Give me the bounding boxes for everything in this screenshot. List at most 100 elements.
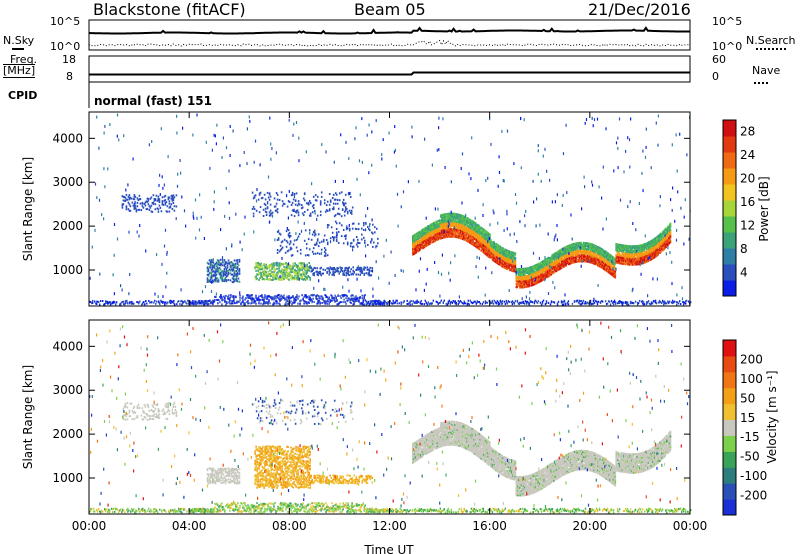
range-cell [474,225,476,227]
range-cell [474,232,476,235]
range-cell [234,266,237,269]
range-cell [361,233,363,236]
range-cell [550,270,553,273]
range-cell [210,268,213,271]
range-cell [412,243,415,246]
range-cell [419,233,422,236]
range-cell [304,300,306,303]
range-cell [228,301,230,304]
range-cell [460,218,462,221]
range-cell [446,234,448,237]
range-cell [526,268,528,271]
range-cell [467,240,469,243]
range-cell [479,227,482,230]
range-cell [378,299,380,302]
range-cell [535,280,538,283]
range-cell [483,236,485,239]
range-cell [173,300,175,302]
range-cell [501,248,503,251]
range-cell [571,251,574,254]
range-cell [455,216,457,219]
range-cell [460,225,462,228]
range-cell [367,244,369,246]
range-cell [416,244,418,247]
range-cell [450,228,453,230]
range-cell [296,266,298,269]
range-cell [447,215,449,218]
range-cell [476,233,479,236]
range-cell [329,266,331,269]
range-cell [607,257,610,260]
range-cell [484,250,487,252]
range-cell [478,226,481,229]
range-cell [436,220,439,223]
range-cell [381,303,383,306]
range-cell [332,236,335,239]
range-cell [471,235,474,238]
range-cell [595,257,597,260]
range-cell [495,253,497,256]
range-cell [501,256,503,259]
range-cell [450,224,453,227]
range-cell [535,271,538,274]
range-cell [158,198,161,201]
range-cell [306,271,308,274]
range-cell [362,268,365,271]
range-cell [577,260,580,263]
range-cell [521,277,524,280]
range-cell [248,296,250,299]
range-cell [150,196,153,199]
range-cell [588,248,590,251]
range-cell [523,270,525,273]
range-cell [217,271,220,274]
range-cell [602,250,604,253]
range-cell [529,300,532,303]
range-cell [614,276,617,279]
range-cell [295,277,297,279]
range-cell [503,251,505,253]
range-cell [514,264,517,267]
range-cell [273,270,275,273]
range-cell [493,253,496,256]
range-cell [549,303,552,306]
range-cell [412,238,414,241]
range-cell [308,269,310,272]
range-cell [306,202,309,205]
range-cell [294,274,296,277]
range-cell [352,245,355,248]
range-cell [276,239,279,241]
range-cell [338,213,341,216]
range-cell [335,270,337,273]
range-cell [536,272,539,275]
range-cell [237,277,240,280]
range-cell [478,237,481,240]
range-cell [412,239,414,242]
range-cell [592,251,595,254]
range-cell [499,256,502,259]
range-cell [290,271,292,274]
range-cell [323,247,326,250]
range-cell [456,230,459,233]
range-cell [344,267,346,270]
range-cell [367,300,369,303]
range-cell [539,266,541,269]
range-cell [589,252,591,254]
range-cell [451,231,454,234]
range-cell [475,231,477,234]
range-cell [213,266,216,269]
range-cell [531,270,533,273]
range-cell [575,243,578,246]
range-cell [414,242,417,245]
range-cell [478,239,481,241]
range-cell [285,297,287,300]
range-cell [256,273,258,276]
range-cell [634,300,637,303]
range-cell [474,300,476,303]
range-cell [547,266,550,268]
range-cell [283,266,285,268]
range-cell [589,301,592,304]
range-cell [376,300,378,303]
range-cell [290,247,293,250]
range-cell [620,301,623,304]
range-cell [597,264,600,267]
